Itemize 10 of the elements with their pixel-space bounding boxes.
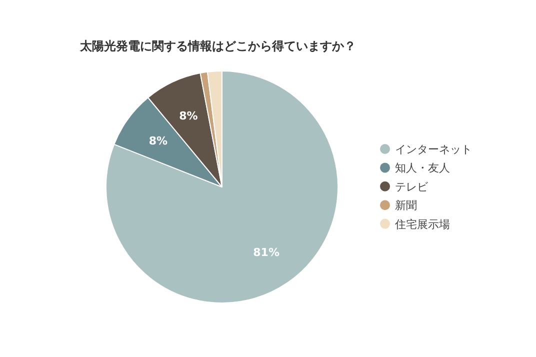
data-label: 8% <box>179 110 198 123</box>
chart-title: 太陽光発電に関する情報はどこから得ていますか？ <box>79 39 356 53</box>
legend-label: 新聞 <box>395 199 417 212</box>
legend-label: 住宅展示場 <box>395 218 450 231</box>
data-label: 81% <box>253 246 280 260</box>
pie-slice <box>106 70 338 304</box>
legend-label: 知人・友人 <box>395 162 450 175</box>
data-label: 8% <box>148 134 168 148</box>
legend-label: テレビ <box>395 180 429 194</box>
legend-label: インターネット <box>395 143 472 156</box>
